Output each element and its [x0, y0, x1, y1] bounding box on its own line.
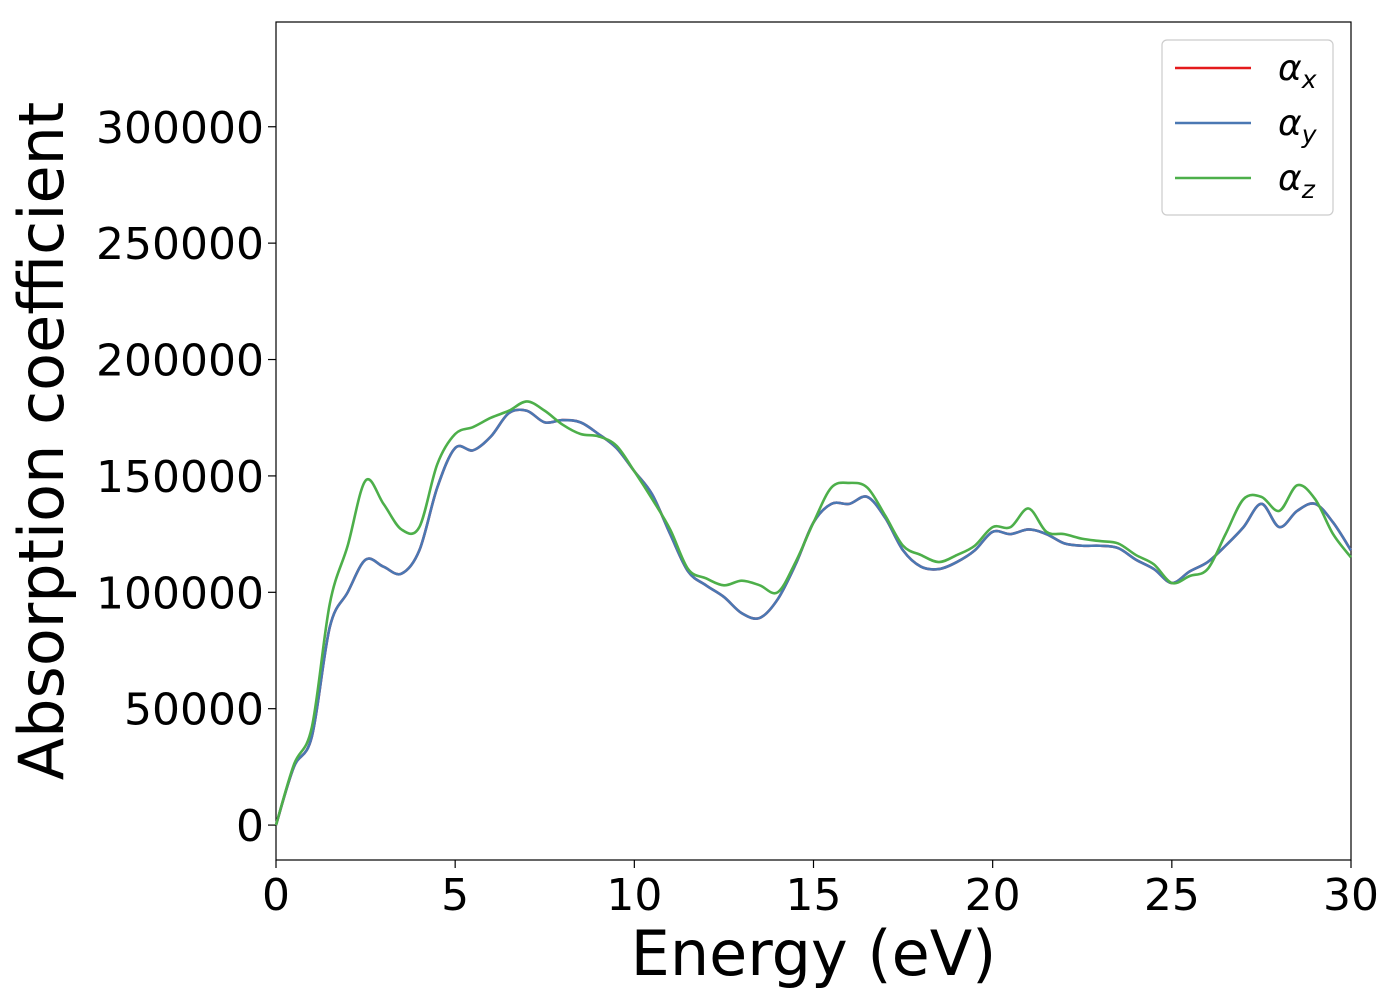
x-tick-label: 15 — [786, 870, 842, 921]
y-axis-label: Absorption coefficient — [5, 102, 78, 781]
series-line-2 — [274, 408, 1353, 826]
legend: αx αy αz — [1161, 39, 1334, 216]
x-tick-label: 5 — [441, 870, 469, 921]
y-tick-label: 50000 — [124, 685, 264, 736]
legend-label-3: αz — [1278, 158, 1316, 204]
x-tick-label: 30 — [1323, 870, 1379, 921]
legend-label-2: αy — [1278, 103, 1318, 149]
y-tick-label: 250000 — [96, 219, 264, 270]
x-tick-label: 25 — [1144, 870, 1200, 921]
y-tick-label: 300000 — [96, 103, 264, 154]
y-tick-label: 200000 — [96, 336, 264, 387]
y-tick-label: 100000 — [96, 568, 264, 619]
series-lines-group — [274, 400, 1353, 826]
legend-box — [1161, 39, 1334, 216]
x-tick-label: 0 — [262, 870, 290, 921]
x-tick-label: 10 — [606, 870, 662, 921]
x-axis-label: Energy (eV) — [631, 917, 997, 990]
x-tick-label: 20 — [965, 870, 1021, 921]
series-line-3 — [274, 400, 1353, 826]
ticks-group: 0 5 10 15 20 25 30 0 50000 100000 150000 200000 2500… — [96, 103, 1379, 921]
series-line-1 — [274, 408, 1353, 826]
y-tick-label: 0 — [236, 801, 264, 852]
legend-label-1: αx — [1278, 48, 1317, 94]
y-tick-label: 150000 — [96, 452, 264, 503]
